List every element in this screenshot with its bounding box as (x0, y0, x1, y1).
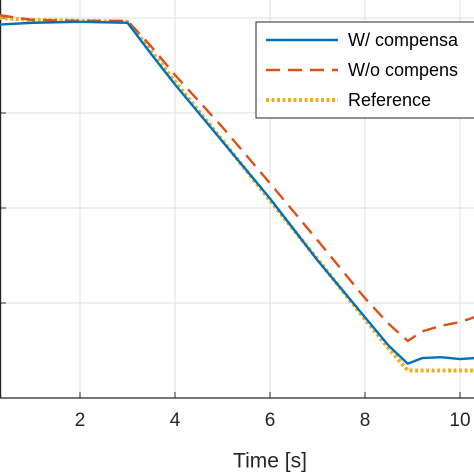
series-line (0, 14, 474, 343)
x-axis-label: Time [s] (233, 450, 307, 473)
series-line (0, 20, 474, 365)
legend-label: W/o compens (348, 60, 458, 80)
legend-label: Reference (348, 90, 431, 110)
x-tick-label: 8 (360, 410, 371, 431)
legend-label: W/ compensa (348, 30, 459, 50)
x-tick-label: 4 (170, 410, 181, 431)
x-tick-label: 2 (75, 410, 86, 431)
x-tick-label: 10 (449, 410, 470, 431)
x-tick-label: 6 (265, 410, 276, 431)
